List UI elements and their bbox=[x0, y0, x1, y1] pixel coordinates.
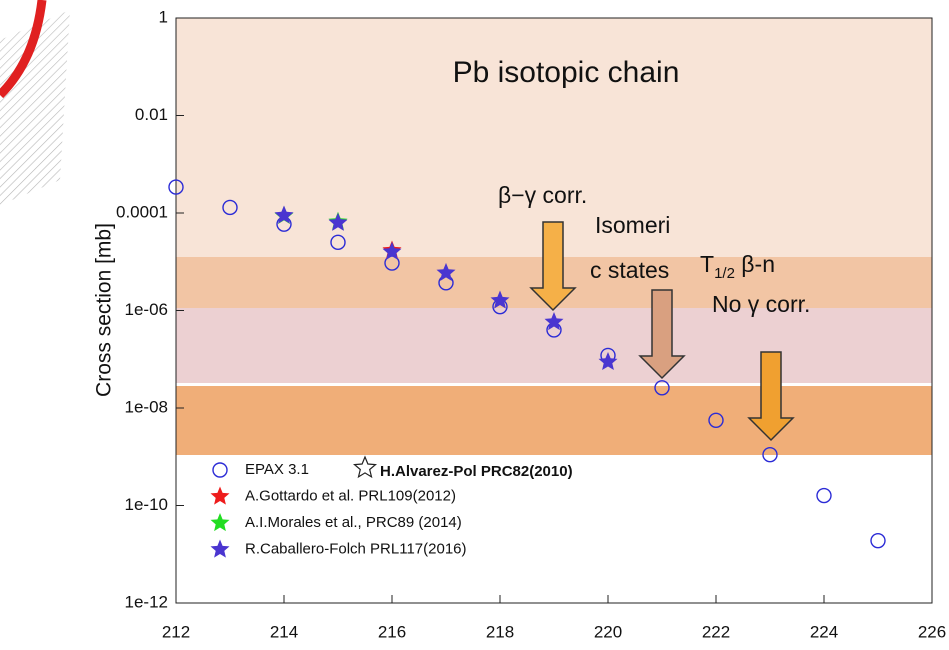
legend-label: EPAX 3.1 bbox=[245, 461, 309, 478]
x-tick-label: 220 bbox=[594, 622, 622, 641]
legend-label: R.Caballero-Folch PRL117(2016) bbox=[245, 540, 467, 557]
y-tick-label: 1e-06 bbox=[125, 300, 168, 319]
x-tick-label: 224 bbox=[810, 622, 838, 641]
y-tick-label: 1 bbox=[159, 7, 168, 26]
x-tick-label: 216 bbox=[378, 622, 406, 641]
data-point bbox=[817, 489, 831, 503]
annotation: T bbox=[700, 251, 714, 277]
annotation: β−γ corr. bbox=[498, 182, 587, 208]
legend-marker bbox=[213, 463, 227, 477]
annotation: 1/2 bbox=[714, 265, 735, 282]
y-tick-label: 1e-12 bbox=[125, 592, 168, 611]
y-tick-label: 1e-10 bbox=[125, 495, 168, 514]
x-tick-label: 226 bbox=[918, 622, 946, 641]
legend-marker bbox=[211, 540, 230, 558]
annotation: c states bbox=[590, 257, 669, 283]
legend-label: A.Gottardo et al. PRL109(2012) bbox=[245, 487, 456, 504]
annotation: Pb isotopic chain bbox=[453, 56, 680, 89]
legend-marker bbox=[211, 487, 230, 505]
legend-marker bbox=[211, 513, 230, 531]
annotation: Isomeri bbox=[595, 212, 670, 238]
y-axis-label: Cross section [mb] bbox=[93, 223, 116, 397]
x-tick-label: 222 bbox=[702, 622, 730, 641]
legend-marker bbox=[355, 457, 376, 477]
legend: EPAX 3.1 A.Gottardo et al. PRL109(2012) A.… bbox=[211, 457, 573, 558]
x-tick-label: 218 bbox=[486, 622, 514, 641]
x-tick-label: 214 bbox=[270, 622, 298, 641]
legend-label: H.Alvarez-Pol PRC82(2010) bbox=[380, 463, 573, 480]
chart: 1 0.01 0.0001 1e-06 1e-08 1e-10 1e-12 212 214 216… bbox=[0, 0, 949, 650]
annotation: No γ corr. bbox=[712, 291, 810, 317]
y-tick-label: 1e-08 bbox=[125, 397, 168, 416]
background-fragment bbox=[0, 0, 70, 205]
y-tick-label: 0.0001 bbox=[116, 202, 168, 221]
x-tick-label: 212 bbox=[162, 622, 190, 641]
data-point bbox=[871, 534, 885, 548]
legend-label: A.I.Morales et al., PRC89 (2014) bbox=[245, 514, 462, 531]
y-tick-label: 0.01 bbox=[135, 105, 168, 124]
annotation: β-n bbox=[735, 251, 775, 277]
